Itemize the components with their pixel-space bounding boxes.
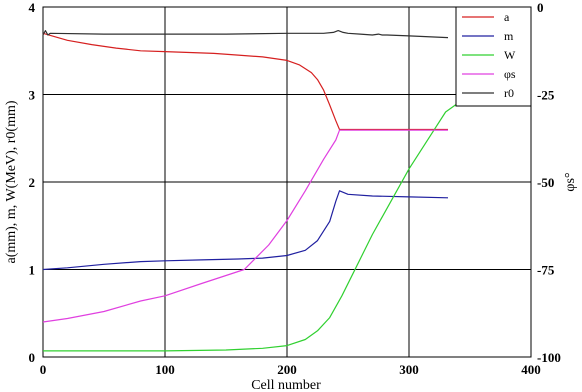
legend-label: m [504,29,514,43]
x-tick-label: 300 [399,362,419,377]
y2-tick-label: -100 [537,350,561,365]
legend-label: a [504,10,510,24]
y-tick-label: 4 [29,0,36,15]
x-tick-label: 100 [155,362,175,377]
x-tick-label: 0 [40,362,47,377]
y2-tick-label: 0 [537,0,544,15]
series-line-a [42,32,448,131]
x-axis-label: Cell number [251,378,321,392]
series-line-m [42,190,449,271]
series-group [42,30,471,352]
grid [43,7,531,357]
y-tick-label: 1 [29,263,36,278]
legend-box [455,6,532,107]
x-tick-label: 200 [277,362,297,377]
y2-axis-label: φs° [563,172,578,191]
legend-label: r0 [504,86,514,100]
y-tick-label: 0 [29,350,36,365]
y-tick-label: 3 [29,88,36,103]
tick-labels: 0 100 200 300 400 0 1 2 3 4 -100 -75 -50 -25 0 [29,0,561,377]
y2-tick-label: -25 [537,88,555,103]
y-axis-label: a(mm), m, W(MeV), r0(mm) [4,100,19,263]
x-tick-label: 400 [521,362,541,377]
series-line-φs [42,129,448,323]
legend-label: φs [504,67,516,81]
series-line-W [43,94,471,352]
y2-tick-label: -75 [537,263,555,278]
y2-tick-label: -50 [537,175,554,190]
legend-label: W [504,48,516,62]
y-tick-label: 2 [29,175,36,190]
series-line-r0 [42,30,449,39]
